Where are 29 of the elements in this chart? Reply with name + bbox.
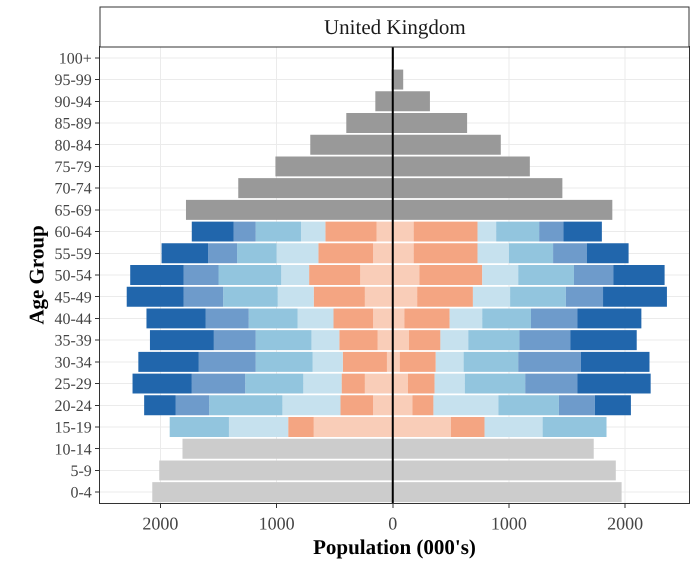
x-tick-label: 2000 [607, 514, 644, 534]
y-tick-label: 75-79 [54, 159, 92, 176]
x-axis-title: Population (000's) [313, 534, 476, 559]
y-tick-label: 25-29 [54, 376, 92, 394]
x-tick-label: 1000 [490, 514, 527, 534]
y-tick-label: 10-14 [54, 441, 92, 458]
x-tick-label: 1000 [258, 514, 295, 534]
y-tick-label: 5-9 [70, 463, 92, 480]
y-tick-label: 85-89 [54, 116, 92, 133]
x-tick-label: 0 [388, 514, 398, 534]
y-tick-label: 100+ [58, 50, 92, 68]
y-tick-label: 35-39 [54, 332, 92, 350]
y-tick-label: 45-49 [54, 289, 92, 306]
y-tick-label: 90-94 [54, 94, 92, 111]
y-tick-label: 30-34 [54, 354, 92, 372]
y-axis-title: Age Group [24, 225, 49, 325]
y-tick-label: 40-44 [54, 311, 92, 328]
y-tick-label: 15-19 [54, 420, 92, 437]
y-tick-label: 0-4 [70, 484, 92, 502]
y-tick-label: 95-99 [54, 72, 92, 90]
y-tick-label: 70-74 [54, 180, 92, 198]
chart-title: United Kingdom [324, 15, 466, 39]
y-tick-label: 60-64 [54, 224, 92, 242]
y-tick-label: 50-54 [54, 268, 92, 285]
y-tick-label: 65-69 [54, 202, 92, 220]
y-tick-label: 55-59 [54, 246, 92, 263]
y-tick-label: 20-24 [54, 398, 92, 415]
x-tick-label: 2000 [142, 514, 178, 534]
y-tick-label: 80-84 [54, 137, 92, 154]
